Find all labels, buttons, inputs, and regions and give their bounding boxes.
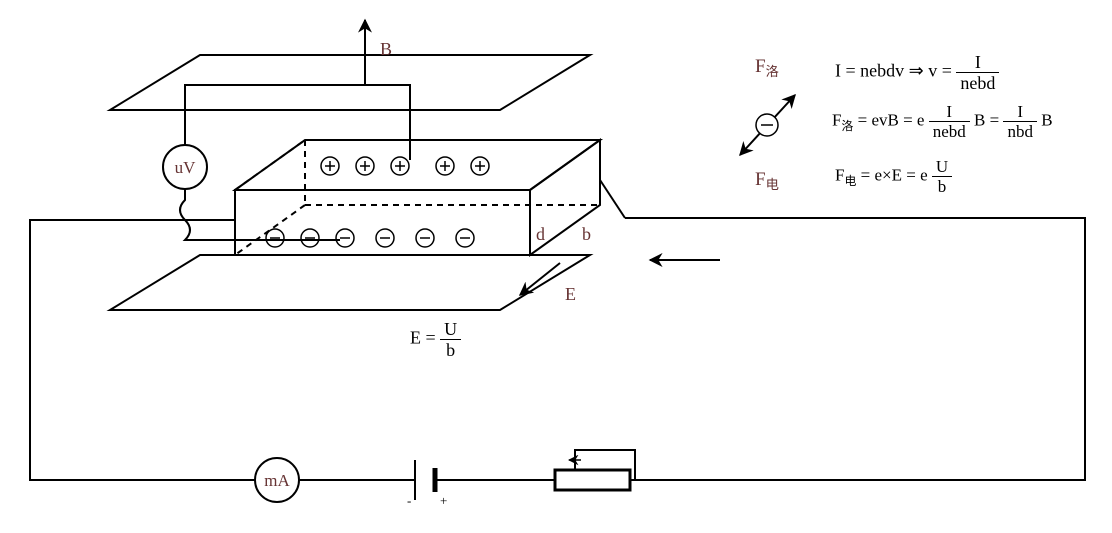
voltmeter-label: uV <box>175 158 197 177</box>
b-label: B <box>380 39 392 59</box>
formula-current: I = nebdv ⇒ v = Inebd <box>835 53 999 92</box>
magnet-top-plate <box>110 55 590 110</box>
formula-e-field: E = Ub <box>410 320 461 359</box>
magnet-bottom-plate <box>110 255 590 310</box>
e-field-arrow <box>520 263 560 295</box>
e-vec-label: E <box>565 284 576 304</box>
positive-charges <box>321 157 489 175</box>
main-circuit: - + <box>30 180 1085 508</box>
b-dim-label: b <box>582 224 591 244</box>
svg-text:-: - <box>407 493 411 508</box>
negative-charges <box>266 229 474 247</box>
formula-electric: F电 = e×E = e Ub <box>835 158 952 195</box>
force-diagram <box>740 95 795 155</box>
formula-lorentz: F洛 = evB = e Inebd B = Inbd B <box>832 103 1053 140</box>
d-label: d <box>536 224 545 244</box>
f-electric-label: F电 <box>755 169 779 192</box>
f-lorentz-label: F洛 <box>755 56 779 79</box>
svg-text:+: + <box>440 493 447 508</box>
hall-bar <box>235 140 600 255</box>
ammeter-label: mA <box>264 471 290 490</box>
